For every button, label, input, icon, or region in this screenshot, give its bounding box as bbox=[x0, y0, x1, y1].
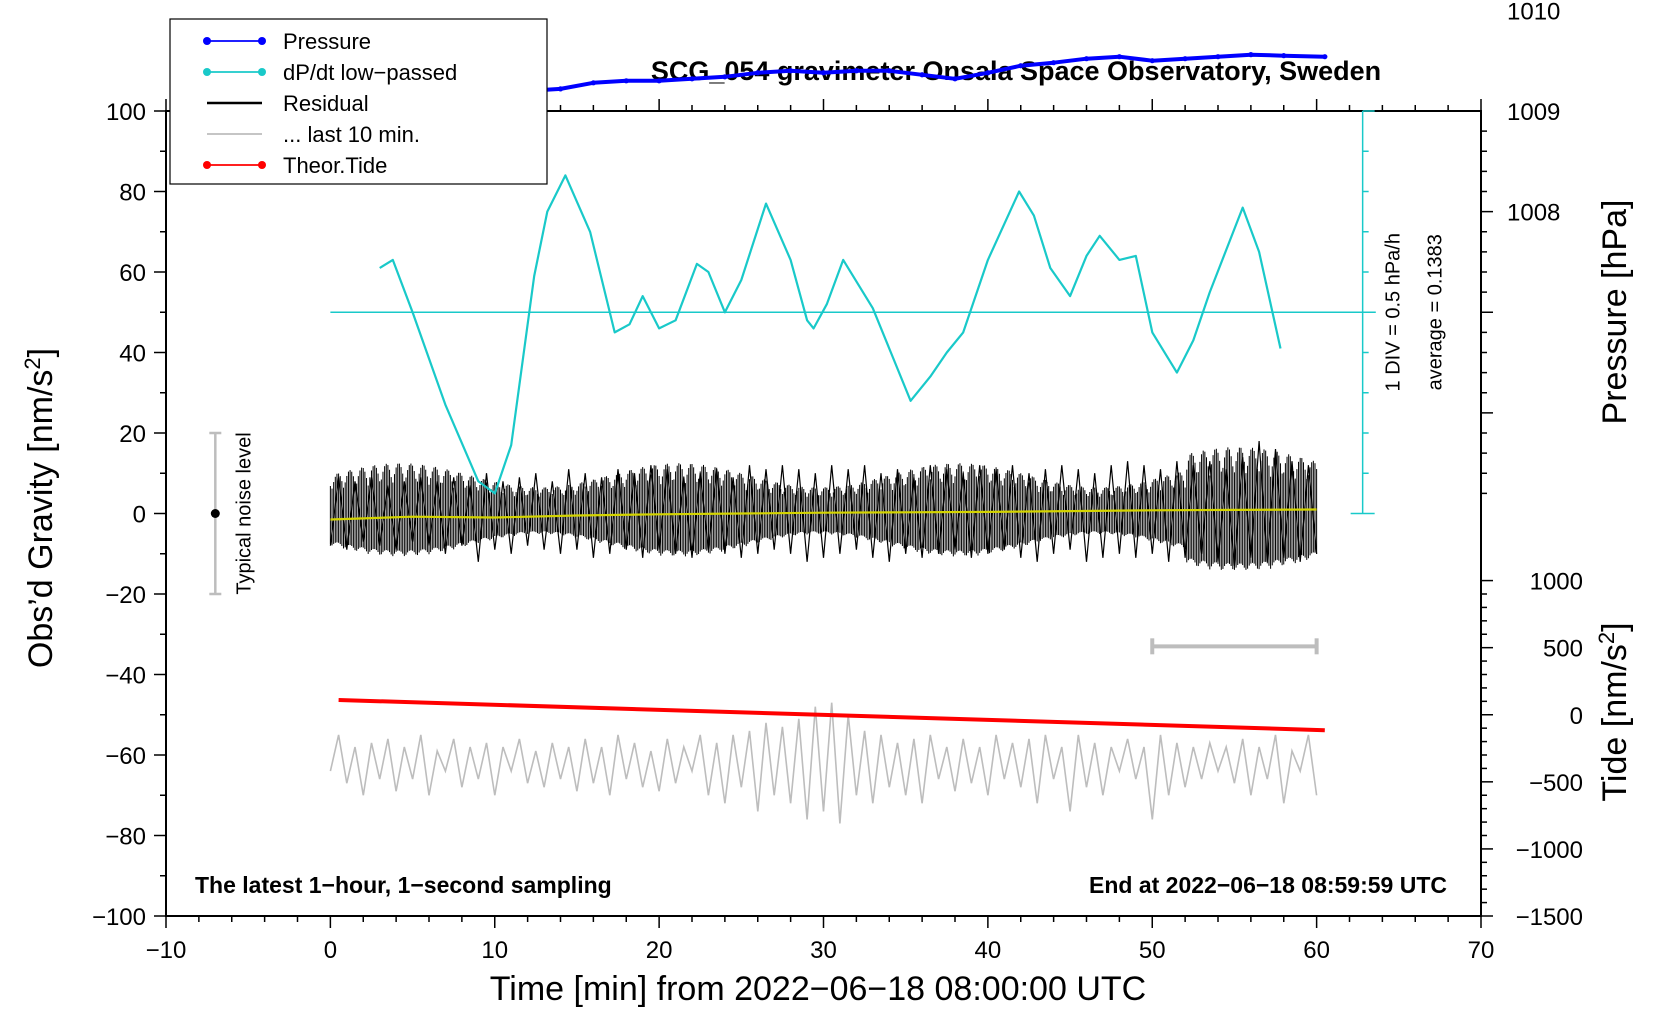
tide-axis-label: Tide [nm/s2] bbox=[1594, 622, 1634, 801]
pressure-point bbox=[952, 76, 958, 82]
noise-marker bbox=[210, 509, 220, 518]
pressure-point bbox=[689, 76, 695, 82]
annotation-layer: Typical noise level 1 DIV = 0.5 hPa/h aver… bbox=[209, 233, 1447, 655]
x-tick-label: 50 bbox=[1139, 937, 1166, 964]
legend-label: Theor.Tide bbox=[283, 153, 387, 178]
pressure-point bbox=[788, 68, 794, 74]
y-tick-label: 80 bbox=[119, 180, 146, 207]
legend-marker-end bbox=[258, 37, 266, 45]
legend-box bbox=[169, 18, 548, 185]
legend: Pressure dP/dt low−passed Residual ... last… bbox=[169, 18, 548, 185]
x-axis-ticks: −10 0 10 20 30 40 50 60 70 bbox=[146, 99, 1495, 964]
legend-label: dP/dt low−passed bbox=[283, 60, 457, 85]
tide-tick-label: −1000 bbox=[1516, 837, 1583, 864]
pressure-point bbox=[755, 70, 761, 76]
pressure-point bbox=[919, 72, 925, 78]
legend-marker-start bbox=[203, 161, 211, 169]
legend-marker-end bbox=[258, 161, 266, 169]
pressure-point bbox=[886, 68, 892, 74]
y-axis-label-text: Obs’d Gravity [nm/s bbox=[22, 370, 60, 669]
pressure-tick-label: 1008 bbox=[1507, 200, 1560, 227]
pressure-point bbox=[1182, 56, 1188, 62]
pressure-point bbox=[1248, 52, 1254, 58]
pressure-point bbox=[1051, 60, 1057, 66]
y-tick-label: −60 bbox=[105, 743, 146, 770]
pressure-point bbox=[623, 78, 629, 84]
pressure-point bbox=[1018, 63, 1024, 69]
pressure-point bbox=[1322, 54, 1328, 60]
tide-axis-label-superscript: 2 bbox=[1594, 632, 1619, 644]
tide-tick-label: 1000 bbox=[1530, 569, 1583, 596]
tide-axis-label-close: ] bbox=[1596, 622, 1634, 631]
legend-marker-end bbox=[258, 68, 266, 76]
sampling-note: The latest 1−hour, 1−second sampling bbox=[195, 872, 612, 898]
tide-axis-label-text: Tide [nm/s bbox=[1596, 644, 1634, 801]
pressure-point bbox=[557, 86, 564, 92]
tide-tick-label: −1500 bbox=[1516, 904, 1583, 931]
tide-series bbox=[338, 698, 1325, 733]
tide-tick-label: −500 bbox=[1529, 770, 1583, 797]
dpdt-series bbox=[379, 174, 1282, 495]
pressure-point bbox=[853, 68, 859, 74]
y-axis-label-close: ] bbox=[22, 348, 60, 357]
pressure-tick-label: 1010 bbox=[1507, 0, 1560, 25]
y-tick-label: −100 bbox=[92, 904, 146, 931]
tide-axis-ticks: −1500 −1000 −500 0 500 1000 bbox=[1481, 569, 1583, 931]
y-axis-ticks: −100 −80 −60 −40 −20 0 20 40 60 80 100 bbox=[92, 99, 166, 931]
legend-marker-start bbox=[203, 68, 211, 76]
y-tick-label: 60 bbox=[119, 260, 146, 287]
y-tick-label: 0 bbox=[133, 502, 146, 529]
dpdt-scale-label: 1 DIV = 0.5 hPa/h bbox=[1383, 233, 1405, 391]
pressure-point bbox=[985, 70, 991, 76]
residual-smoothed-series bbox=[330, 508, 1317, 521]
y-tick-label: −40 bbox=[105, 663, 146, 690]
x-tick-label: 40 bbox=[975, 937, 1002, 964]
x-tick-label: 60 bbox=[1303, 937, 1330, 964]
x-axis-label: Time [min] from 2022−06−18 08:00:00 UTC bbox=[490, 970, 1146, 1008]
tide-tick-label: 500 bbox=[1543, 636, 1583, 663]
legend-label: Pressure bbox=[283, 29, 371, 54]
y-axis-label: Obs’d Gravity [nm/s2] bbox=[20, 348, 60, 668]
tide-tick-label: 0 bbox=[1570, 703, 1583, 730]
y-tick-label: 20 bbox=[119, 421, 146, 448]
pressure-point bbox=[1116, 54, 1122, 60]
pressure-point bbox=[1215, 54, 1221, 60]
pressure-point bbox=[722, 74, 728, 80]
last-10-min-series bbox=[329, 702, 1318, 824]
pressure-tick-label: 1009 bbox=[1507, 99, 1560, 126]
y-tick-label: 100 bbox=[106, 99, 146, 126]
dpdt-average-label: average = 0.1383 bbox=[1425, 234, 1447, 390]
x-tick-label: −10 bbox=[146, 937, 187, 964]
pressure-point bbox=[1149, 58, 1155, 64]
end-time-note: End at 2022−06−18 08:59:59 UTC bbox=[1089, 872, 1447, 898]
pressure-axis-ticks: 1008 1009 1010 bbox=[1481, 0, 1560, 495]
pressure-point bbox=[1281, 53, 1287, 59]
pressure-point bbox=[1083, 56, 1090, 62]
x-tick-label: 10 bbox=[481, 937, 508, 964]
x-tick-label: 70 bbox=[1468, 937, 1495, 964]
pressure-point bbox=[656, 78, 662, 84]
noise-label: Typical noise level bbox=[233, 432, 255, 594]
series-layer bbox=[329, 52, 1376, 824]
y-tick-label: −80 bbox=[105, 824, 146, 851]
y-tick-label: 40 bbox=[119, 341, 146, 368]
y-tick-label: −20 bbox=[105, 582, 146, 609]
legend-marker-start bbox=[203, 37, 211, 45]
legend-label: Residual bbox=[283, 91, 369, 116]
x-tick-label: 20 bbox=[646, 937, 673, 964]
x-tick-label: 30 bbox=[810, 937, 837, 964]
residual-series bbox=[329, 441, 1318, 566]
x-tick-label: 0 bbox=[324, 937, 337, 964]
y-axis-label-superscript: 2 bbox=[20, 357, 45, 369]
legend-label: ... last 10 min. bbox=[283, 122, 420, 147]
pressure-axis-label: Pressure [hPa] bbox=[1596, 200, 1634, 425]
pressure-point bbox=[590, 80, 596, 86]
pressure-point bbox=[820, 70, 827, 76]
